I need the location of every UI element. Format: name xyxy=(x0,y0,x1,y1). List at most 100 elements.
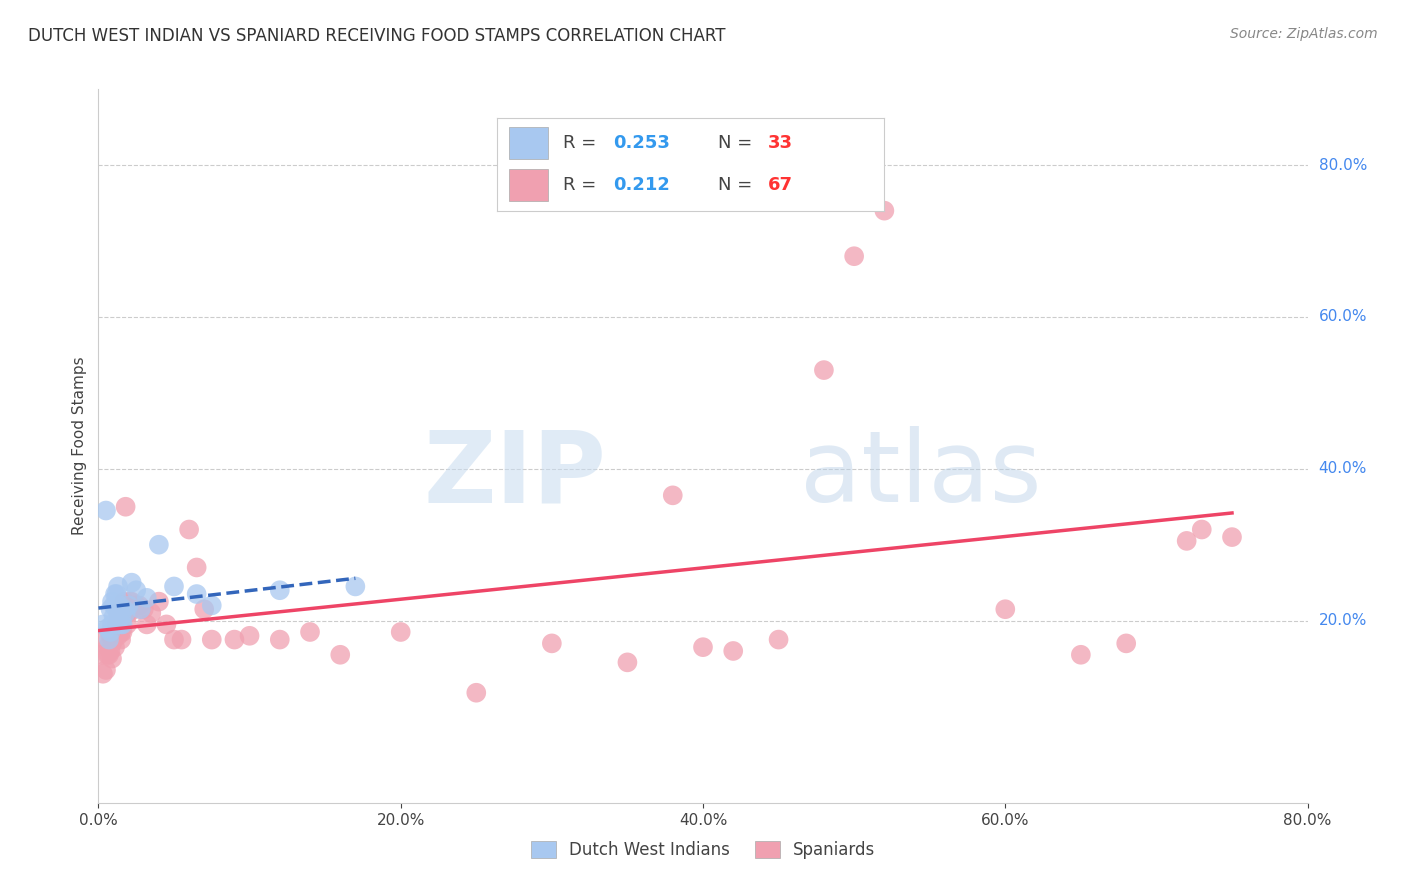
Point xyxy=(96,648,118,662)
Point xyxy=(132,602,155,616)
Point xyxy=(1220,530,1243,544)
Point xyxy=(118,599,141,613)
Point xyxy=(101,594,124,608)
Point xyxy=(540,636,562,650)
Point xyxy=(107,617,129,632)
Point xyxy=(661,488,683,502)
Point xyxy=(163,579,186,593)
Point xyxy=(125,583,148,598)
Point xyxy=(111,617,134,632)
Point xyxy=(104,640,127,655)
Point xyxy=(163,632,186,647)
Point xyxy=(94,663,117,677)
Point xyxy=(692,640,714,655)
Text: 60.0%: 60.0% xyxy=(1319,310,1367,325)
Point xyxy=(128,599,150,613)
Point xyxy=(96,621,118,635)
Point xyxy=(110,617,132,632)
Point xyxy=(155,617,177,632)
Point xyxy=(129,602,152,616)
Point xyxy=(103,629,125,643)
Point xyxy=(873,203,896,218)
Point xyxy=(844,249,866,263)
Point xyxy=(813,363,835,377)
Point xyxy=(723,644,745,658)
Point xyxy=(114,606,136,620)
Text: 80.0%: 80.0% xyxy=(1319,158,1367,173)
Point xyxy=(100,625,122,640)
Point xyxy=(91,617,114,632)
Point xyxy=(100,629,122,643)
Point xyxy=(186,560,208,574)
Y-axis label: Receiving Food Stamps: Receiving Food Stamps xyxy=(72,357,87,535)
Point xyxy=(1070,648,1092,662)
Point xyxy=(110,609,132,624)
Point xyxy=(179,523,201,537)
Point xyxy=(201,632,224,647)
Point xyxy=(122,602,145,616)
Point xyxy=(344,579,367,593)
Point xyxy=(112,594,135,608)
Text: ZIP: ZIP xyxy=(423,426,606,523)
Point xyxy=(93,632,115,647)
Point xyxy=(96,640,118,655)
Text: DUTCH WEST INDIAN VS SPANIARD RECEIVING FOOD STAMPS CORRELATION CHART: DUTCH WEST INDIAN VS SPANIARD RECEIVING … xyxy=(28,27,725,45)
Point xyxy=(98,648,121,662)
Point xyxy=(105,625,128,640)
Point xyxy=(994,602,1017,616)
Point xyxy=(111,625,134,640)
Point xyxy=(239,629,262,643)
Point xyxy=(465,686,488,700)
Point xyxy=(103,632,125,647)
Point xyxy=(105,617,128,632)
Point xyxy=(103,599,125,613)
Point xyxy=(104,629,127,643)
Point xyxy=(100,644,122,658)
Point xyxy=(186,587,208,601)
Point xyxy=(170,632,193,647)
Point xyxy=(114,500,136,514)
Point xyxy=(193,602,215,616)
Point xyxy=(94,503,117,517)
Point xyxy=(148,538,170,552)
Point xyxy=(112,602,135,616)
Point xyxy=(224,632,246,647)
Point xyxy=(616,656,638,670)
Point xyxy=(118,606,141,620)
Point xyxy=(329,648,352,662)
Point xyxy=(107,579,129,593)
Point xyxy=(1191,523,1213,537)
Point xyxy=(1175,533,1198,548)
Point xyxy=(101,636,124,650)
Text: 40.0%: 40.0% xyxy=(1319,461,1367,476)
Point xyxy=(148,594,170,608)
Point xyxy=(269,632,291,647)
Point xyxy=(1115,636,1137,650)
Point xyxy=(105,587,128,601)
Point xyxy=(104,587,127,601)
Point xyxy=(768,632,790,647)
Point xyxy=(299,625,322,640)
Point xyxy=(107,629,129,643)
Point xyxy=(104,617,127,632)
Text: atlas: atlas xyxy=(800,426,1042,523)
Point xyxy=(108,617,131,632)
Point xyxy=(120,594,142,608)
Point xyxy=(201,599,224,613)
Point xyxy=(98,632,121,647)
Point xyxy=(121,575,143,590)
Point xyxy=(110,632,132,647)
Point xyxy=(108,599,131,613)
Point xyxy=(115,617,138,632)
Point xyxy=(101,617,124,632)
Point xyxy=(125,599,148,613)
Point xyxy=(389,625,412,640)
Point xyxy=(269,583,291,598)
Point xyxy=(90,648,112,662)
Text: 20.0%: 20.0% xyxy=(1319,613,1367,628)
Point xyxy=(101,651,124,665)
Point xyxy=(107,606,129,620)
Point xyxy=(135,617,157,632)
Text: Source: ZipAtlas.com: Source: ZipAtlas.com xyxy=(1230,27,1378,41)
Point xyxy=(91,666,114,681)
